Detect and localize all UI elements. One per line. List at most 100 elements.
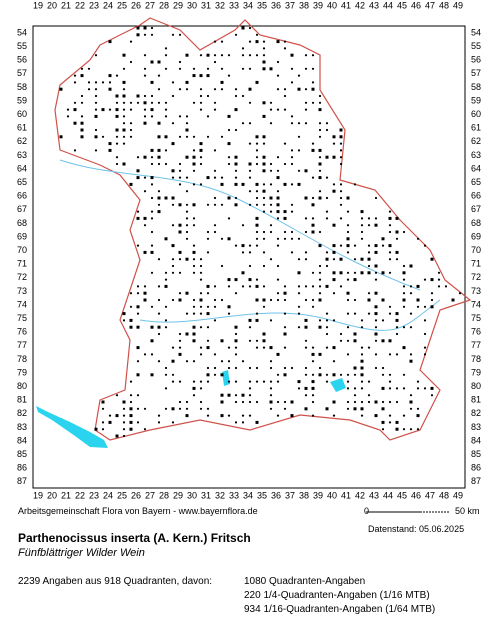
occurrence-dot [304, 285, 308, 288]
occurrence-dot [73, 101, 77, 104]
occurrence-dot [192, 258, 196, 261]
occurrence-square [171, 244, 175, 248]
occurrence-dot [318, 156, 322, 159]
occurrence-square [311, 87, 315, 91]
occurrence-square [318, 108, 322, 112]
occurrence-dot [129, 394, 133, 397]
occurrence-dot [73, 81, 77, 84]
occurrence-dot [304, 67, 308, 70]
occurrence-dot [269, 169, 273, 172]
occurrence-dot [304, 258, 308, 261]
occurrence-dot [346, 353, 350, 356]
occurrence-square [108, 87, 112, 91]
occurrence-square [185, 414, 189, 418]
occurrence-dot [423, 305, 427, 308]
occurrence-dot [402, 428, 406, 431]
occurrence-square [339, 271, 343, 275]
occurrence-dot [199, 183, 203, 186]
occurrence-square [381, 271, 385, 275]
y-grid-label: 71 [17, 259, 27, 269]
occurrence-dot [304, 122, 308, 125]
occurrence-dot [234, 176, 238, 179]
occurrence-square [143, 250, 147, 254]
occurrence-dot [360, 387, 364, 390]
occurrence-dot [395, 332, 399, 336]
y-grid-label: 65 [17, 177, 27, 187]
occurrence-square [388, 216, 392, 220]
occurrence-dot [136, 312, 140, 315]
occurrence-square [276, 40, 280, 44]
occurrence-dot [220, 54, 224, 57]
occurrence-dot [290, 81, 294, 84]
occurrence-dot [423, 346, 427, 349]
occurrence-dot [346, 326, 350, 329]
x-grid-label: 46 [411, 0, 421, 10]
occurrence-dot [276, 74, 280, 77]
occurrence-square [353, 366, 357, 370]
occurrence-dot [283, 346, 287, 349]
occurrence-square [395, 230, 399, 234]
occurrence-dot [367, 292, 371, 295]
occurrence-dot [318, 190, 322, 193]
occurrence-dot [269, 224, 273, 227]
x-grid-label: 46 [411, 490, 421, 500]
occurrence-dot [227, 366, 231, 370]
occurrence-dot [255, 149, 259, 152]
occurrence-square [192, 162, 196, 166]
occurrence-square [325, 155, 329, 159]
occurrence-square [339, 257, 343, 261]
occurrence-dot [206, 339, 210, 342]
y-grid-label: 57 [471, 68, 481, 78]
x-grid-label: 45 [397, 490, 407, 500]
x-grid-label: 48 [439, 0, 449, 10]
occurrence-dot [311, 217, 315, 220]
occurrence-dot [367, 312, 371, 315]
occurrence-dot [185, 237, 189, 240]
y-grid-label: 67 [471, 204, 481, 214]
occurrence-square [395, 318, 399, 322]
occurrence-dot [136, 407, 140, 410]
x-grid-label: 26 [131, 0, 141, 10]
occurrence-dot [255, 244, 259, 247]
occurrence-dot [150, 115, 154, 118]
occurrence-dot [276, 60, 280, 64]
occurrence-square [136, 169, 140, 173]
occurrence-square [136, 305, 140, 309]
occurrence-dot [122, 67, 126, 70]
occurrence-dot [339, 217, 343, 220]
occurrence-dot [185, 176, 189, 179]
occurrence-dot [101, 407, 105, 410]
occurrence-dot [318, 264, 322, 268]
occurrence-dot [248, 169, 252, 172]
occurrence-dot [185, 88, 189, 91]
occurrence-dot [255, 33, 259, 36]
occurrence-square [108, 142, 112, 146]
occurrence-dot [143, 428, 147, 431]
x-grid-label: 44 [383, 490, 393, 500]
occurrence-dot [255, 380, 259, 383]
occurrence-square [290, 400, 294, 404]
occurrence-square [206, 176, 210, 180]
occurrence-dot [213, 169, 217, 172]
occurrence-dot [332, 258, 336, 261]
occurrence-dot [220, 298, 224, 302]
occurrence-dot [213, 176, 217, 179]
occurrence-dot [136, 394, 140, 397]
occurrence-dot [416, 387, 420, 390]
occurrence-square [192, 386, 196, 390]
occurrence-dot [276, 400, 280, 404]
occurrence-dot [178, 332, 182, 336]
occurrence-square [276, 210, 280, 214]
y-grid-label: 65 [471, 177, 481, 187]
occurrence-dot [409, 312, 413, 315]
occurrence-dot [185, 407, 189, 410]
occurrence-dot [367, 380, 371, 383]
occurrence-dot [346, 339, 350, 342]
occurrence-dot [199, 258, 203, 261]
occurrence-square [269, 346, 273, 350]
occurrence-square [346, 291, 350, 295]
occurrence-dot [346, 407, 350, 410]
occurrence-dot [304, 346, 308, 349]
occurrence-dot [325, 380, 329, 383]
occurrence-dot [416, 428, 420, 431]
